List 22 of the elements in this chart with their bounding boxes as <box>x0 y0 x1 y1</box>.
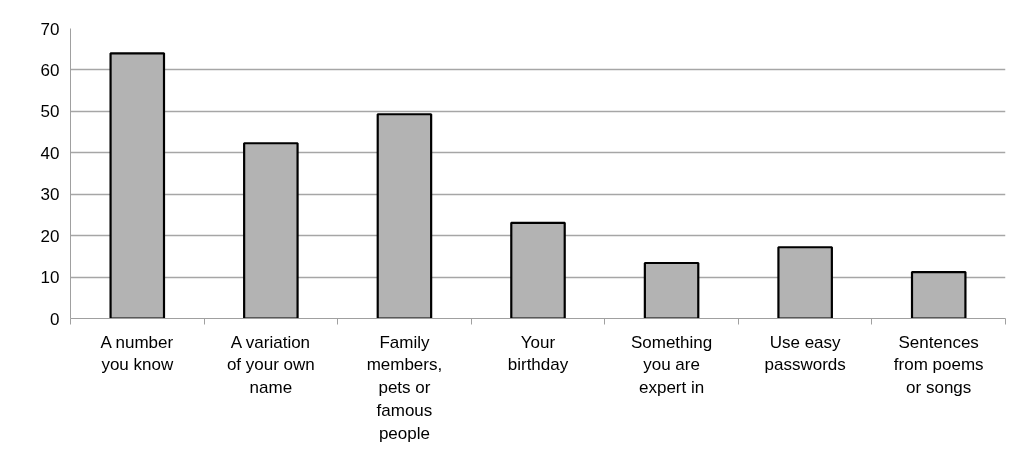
bar <box>510 221 566 319</box>
y-tick-label: 40 <box>40 143 60 163</box>
y-tick-label: 50 <box>40 102 60 122</box>
bar <box>376 113 433 319</box>
y-tick-label: 30 <box>40 185 60 205</box>
bar <box>109 52 166 319</box>
y-tick-label: 20 <box>40 226 60 246</box>
x-tick-label: Use easy passwords <box>764 332 846 375</box>
bar <box>777 246 833 319</box>
x-tick-label: Family members, pets or famous people <box>366 332 443 443</box>
bar <box>643 261 700 319</box>
x-tick-label: A number you know <box>100 332 174 375</box>
y-tick-label: 60 <box>40 60 60 80</box>
y-tick-label: 70 <box>40 19 60 39</box>
x-tick-label: Your birthday <box>507 332 569 375</box>
y-tick-label: 10 <box>40 268 60 288</box>
bar <box>910 271 967 319</box>
bar <box>243 142 299 319</box>
y-tick-label: 0 <box>50 309 60 329</box>
x-tick-label: Sentences from poems or songs <box>893 332 984 398</box>
x-tick-label: Something you are expert in <box>630 332 713 398</box>
x-tick-label: A variation of your own name <box>226 332 315 398</box>
